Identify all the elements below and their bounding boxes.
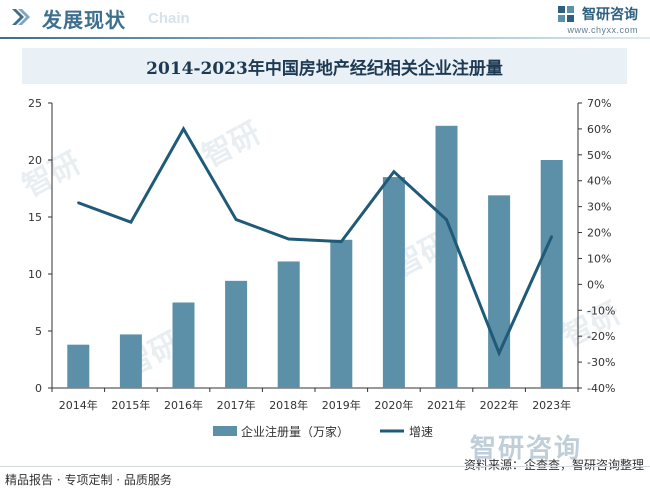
y-left-tick-label: 20 <box>28 154 42 167</box>
bar <box>488 195 511 388</box>
bar <box>225 280 248 388</box>
y-right-tick-label: 0% <box>587 278 604 291</box>
bar <box>277 261 300 388</box>
bar <box>435 125 458 389</box>
y-left-tick-label: 0 <box>35 382 42 395</box>
y-right-tick-label: 20% <box>587 227 611 240</box>
x-tick-label: 2020年 <box>374 398 413 412</box>
chart-title-box: 2014-2023年中国房地产经纪相关企业注册量 <box>22 48 627 84</box>
bar <box>540 160 563 388</box>
bar <box>382 177 405 388</box>
x-tick-label: 2023年 <box>532 398 571 412</box>
growth-point <box>234 218 238 221</box>
y-right-tick-label: 10% <box>587 252 611 265</box>
x-tick-label: 2021年 <box>427 398 466 412</box>
y-left-tick-label: 5 <box>35 325 42 338</box>
growth-point <box>182 127 185 131</box>
footer-divider <box>0 466 650 467</box>
y-left-tick-label: 15 <box>28 211 42 224</box>
y-right-tick-label: 50% <box>587 149 611 162</box>
footer-tagline: 精品报告 · 专项定制 · 品质服务 <box>5 473 172 487</box>
y-left-tick-label: 10 <box>28 268 42 281</box>
y-right-tick-label: 30% <box>587 201 611 214</box>
bar <box>172 302 195 388</box>
growth-point <box>445 218 448 221</box>
brand-block: 智研咨询 www.chyxx.com <box>557 3 638 35</box>
section-title: 发展现状 <box>42 8 126 32</box>
brand-name: 智研咨询 <box>582 6 638 23</box>
x-tick-label: 2019年 <box>322 398 361 412</box>
header-divider <box>0 37 650 39</box>
y-right-tick-label: -20% <box>587 330 615 343</box>
y-right-tick-label: 60% <box>587 123 611 136</box>
y-right-tick-label: -30% <box>587 356 615 369</box>
growth-line <box>77 125 554 357</box>
legend-label-bar: 企业注册量（万家） <box>241 424 349 439</box>
x-tick-label: 2018年 <box>269 398 308 412</box>
brand-logo-icon <box>557 5 574 22</box>
bar <box>119 334 142 388</box>
chart-title: 2014-2023年中国房地产经纪相关企业注册量 <box>146 59 503 79</box>
legend-label-line: 增速 <box>409 425 433 439</box>
y-right-tick-label: 70% <box>587 97 611 110</box>
y-right-tick-label: 40% <box>587 175 611 188</box>
bar <box>330 239 353 388</box>
growth-point <box>550 235 553 238</box>
growth-point <box>392 170 396 173</box>
growth-point <box>77 201 80 204</box>
page-header: 发展现状 Chain 智研咨询 www.chyxx.com <box>0 0 650 40</box>
growth-point <box>340 240 343 243</box>
source-note: 资料来源：企查查，智研咨询整理 <box>463 458 644 472</box>
y-right-tick-label: -40% <box>587 382 615 395</box>
chart-canvas: 0 5 10 15 20 25 -40% -30% -20% -10% 0% 10% 20% 30% 40%… <box>28 97 615 439</box>
y-right-tick-label: -10% <box>587 304 615 317</box>
growth-point <box>129 220 133 224</box>
brand-url: www.chyxx.com <box>567 24 638 35</box>
header-watermark: Chain <box>148 10 190 27</box>
x-tick-label: 2014年 <box>59 398 98 412</box>
y-left-tick-label: 25 <box>28 97 42 110</box>
x-tick-label: 2016年 <box>164 398 203 412</box>
growth-point <box>497 351 501 355</box>
footer-watermark: 智研咨询 <box>470 434 583 464</box>
growth-point <box>287 237 290 241</box>
x-tick-label: 2017年 <box>217 398 256 412</box>
x-tick-label: 2022年 <box>480 398 519 412</box>
x-tick-label: 2015年 <box>111 398 150 412</box>
bar <box>67 344 90 388</box>
legend-swatch-bar <box>213 426 237 436</box>
double-chevron-icon <box>12 9 30 25</box>
